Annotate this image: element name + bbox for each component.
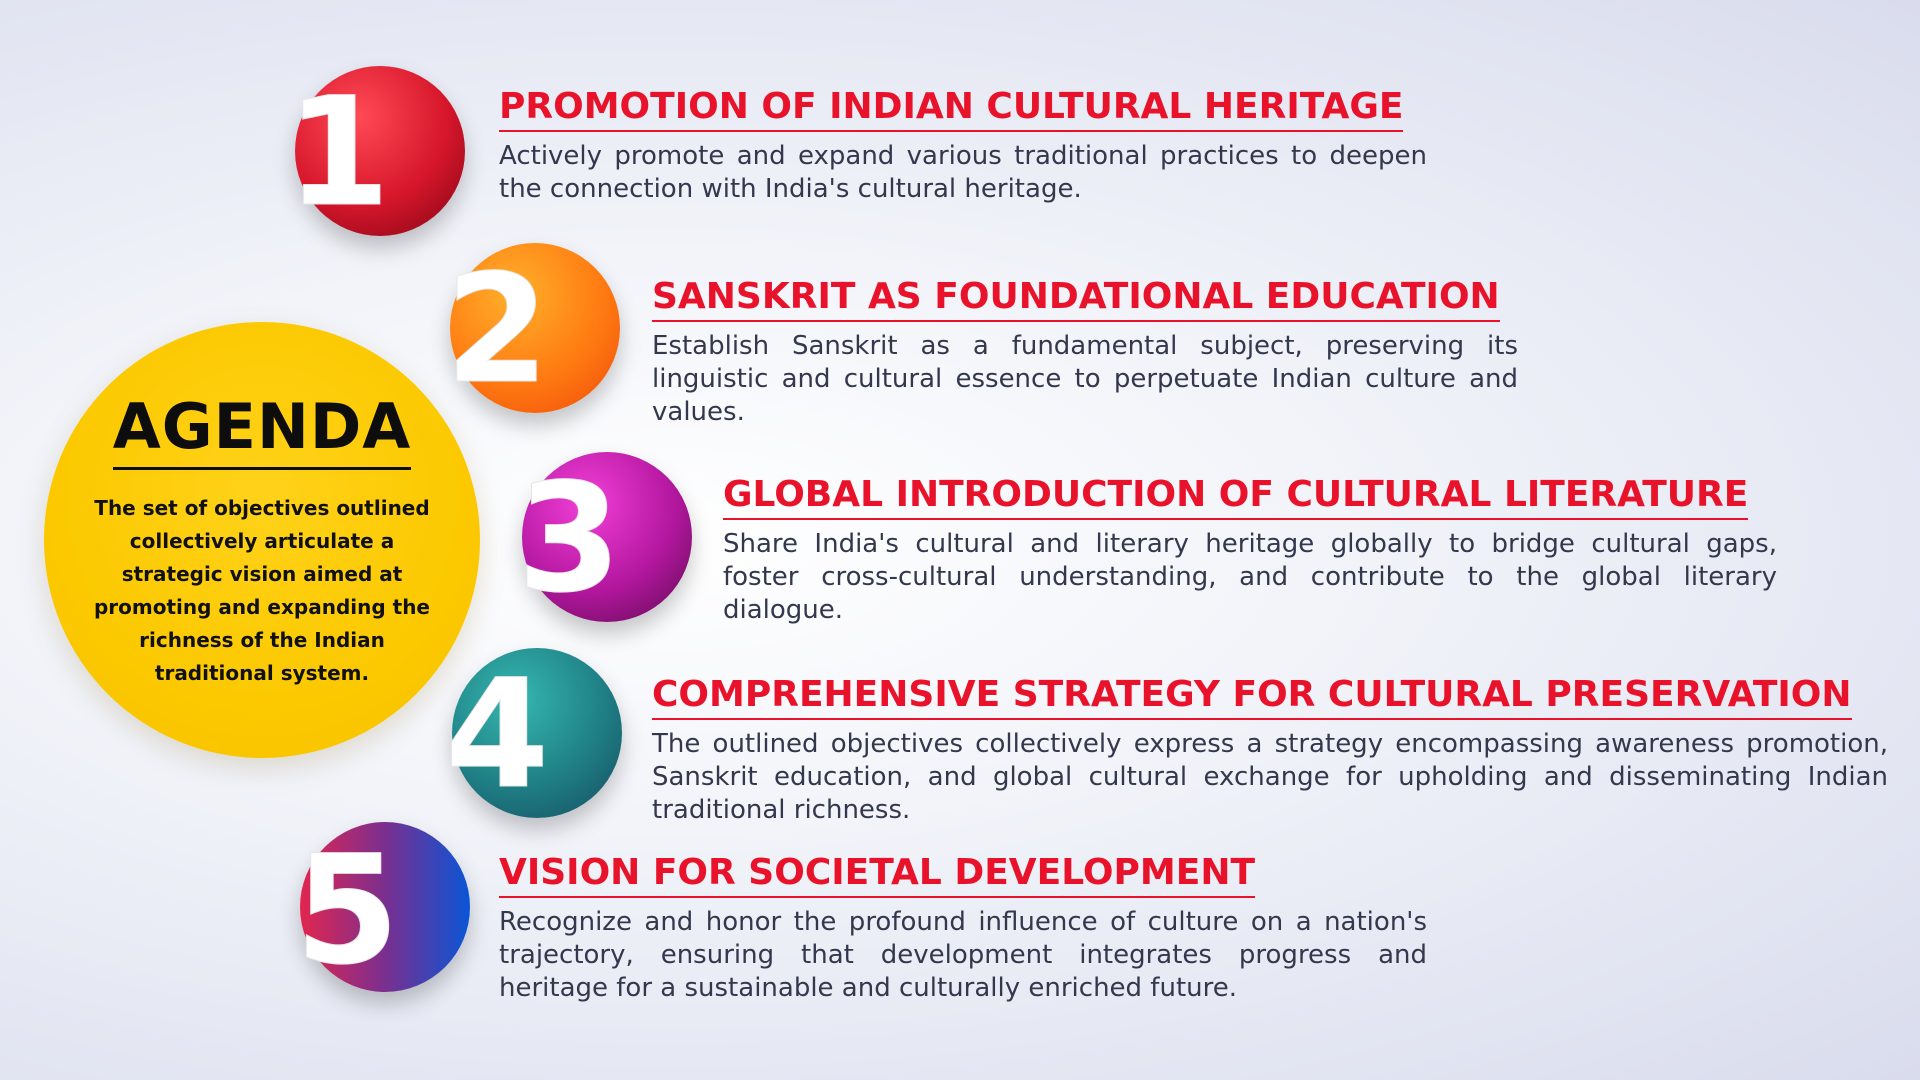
- item-text-1: PROMOTION OF INDIAN CULTURAL HERITAGE Ac…: [499, 86, 1427, 206]
- item-heading-4: COMPREHENSIVE STRATEGY FOR CULTURAL PRES…: [652, 674, 1852, 720]
- number-label-4: 4: [445, 648, 549, 822]
- agenda-title: AGENDA: [112, 390, 412, 470]
- number-ball-1: [295, 66, 465, 236]
- item-body-3: Share India's cultural and literary heri…: [723, 529, 1777, 625]
- item-text-4: COMPREHENSIVE STRATEGY FOR CULTURAL PRES…: [652, 674, 1888, 827]
- number-label-1: 1: [286, 66, 390, 240]
- item-heading-2: SANSKRIT AS FOUNDATIONAL EDUCATION: [652, 276, 1500, 322]
- number-1-icon: 1: [285, 66, 390, 241]
- item-body-2: Establish Sanskrit as a fundamental subj…: [652, 331, 1518, 427]
- number-2-icon: 2: [444, 243, 549, 418]
- number-ball-3: [522, 452, 692, 622]
- item-text-5: VISION FOR SOCIETAL DEVELOPMENT Recogniz…: [499, 852, 1427, 1005]
- agenda-circle: AGENDA The set of objectives outlined co…: [44, 322, 480, 758]
- number-4-icon: 4: [444, 648, 549, 823]
- number-label-3: 3: [517, 452, 621, 626]
- number-label-2: 2: [445, 243, 549, 417]
- item-body-5: Recognize and honor the profound influen…: [499, 907, 1427, 1003]
- number-ball-2: [450, 243, 620, 413]
- item-heading-3: GLOBAL INTRODUCTION OF CULTURAL LITERATU…: [723, 474, 1749, 520]
- number-ball-5: [300, 822, 470, 992]
- number-3-icon: 3: [516, 452, 621, 627]
- item-text-3: GLOBAL INTRODUCTION OF CULTURAL LITERATU…: [723, 474, 1777, 627]
- item-heading-1: PROMOTION OF INDIAN CULTURAL HERITAGE: [499, 86, 1404, 132]
- item-heading-5: VISION FOR SOCIETAL DEVELOPMENT: [499, 852, 1255, 898]
- agenda-description: The set of objectives outlined collectiv…: [93, 496, 430, 685]
- number-5-icon: 5: [294, 824, 399, 999]
- number-ball-4: [452, 648, 622, 818]
- item-text-2: SANSKRIT AS FOUNDATIONAL EDUCATION Estab…: [652, 276, 1518, 429]
- number-label-5: 5: [295, 824, 399, 998]
- item-body-4: The outlined objectives collectively exp…: [652, 729, 1888, 825]
- item-body-1: Actively promote and expand various trad…: [499, 141, 1427, 204]
